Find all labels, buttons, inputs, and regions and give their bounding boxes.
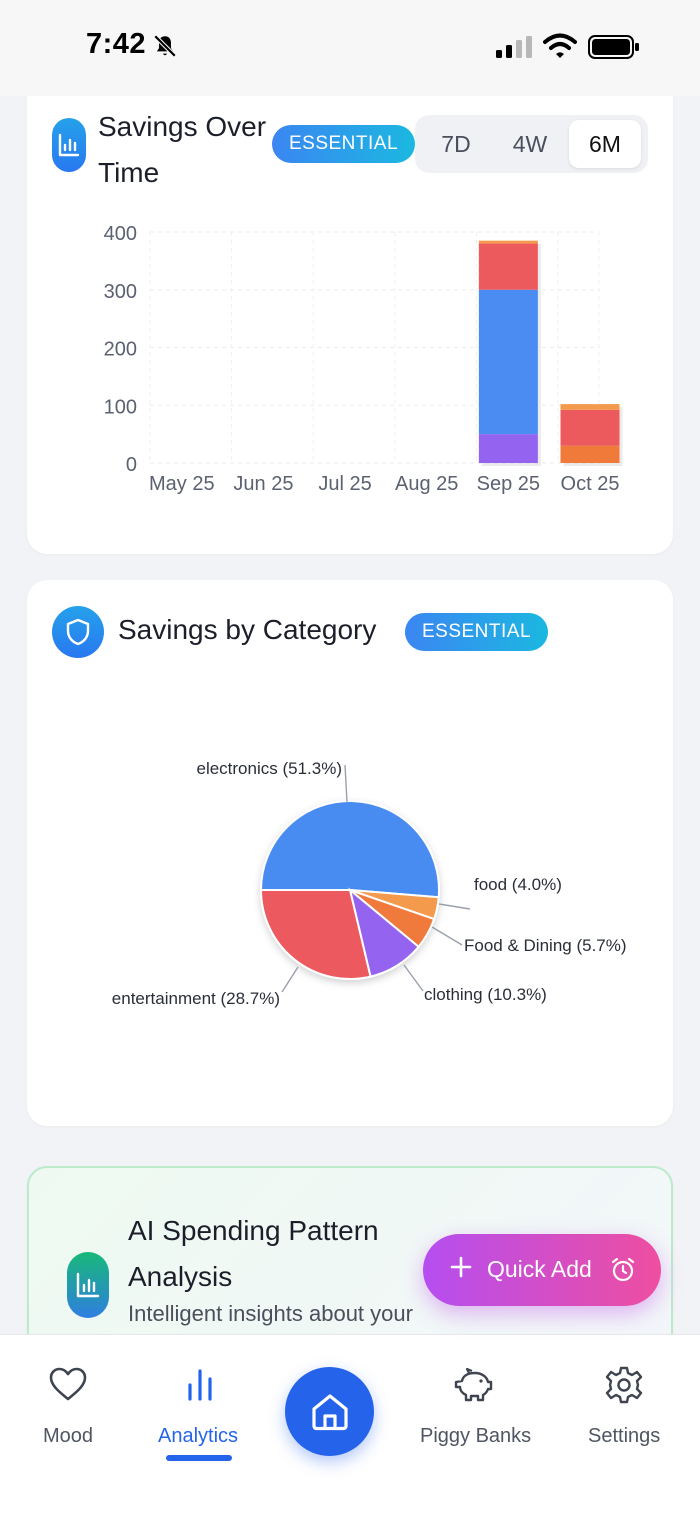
tab-settings[interactable]: Settings — [580, 1335, 670, 1465]
tab-mood[interactable]: Mood — [30, 1335, 106, 1465]
bar-segment[interactable] — [478, 243, 538, 290]
tab-piggy-banks-label: Piggy Banks — [420, 1425, 532, 1447]
pie-leader-line — [403, 964, 424, 992]
savings-by-category-title: Savings by Category — [118, 614, 377, 645]
home-icon — [311, 1393, 348, 1430]
y-tick-label: 100 — [104, 396, 137, 418]
tab-settings-label: Settings — [588, 1425, 661, 1447]
quick-add-label: Quick Add — [487, 1256, 592, 1282]
signal-icon — [496, 36, 532, 58]
active-tab-indicator — [166, 1455, 232, 1461]
range-6m-button[interactable]: 6M — [569, 120, 641, 168]
savings-bar-chart: 0 100 200 300 400 May 25 Jun 25 Jul 25 Aug 25 Sep… — [104, 223, 623, 495]
analytics-icon — [67, 1252, 109, 1318]
bar-segment[interactable] — [478, 434, 538, 463]
x-tick-label: May 25 — [149, 473, 215, 495]
bar-segment[interactable] — [560, 404, 620, 410]
pie-slice[interactable] — [259, 889, 372, 980]
quick-add-button[interactable]: Quick Add — [423, 1234, 661, 1306]
plus-icon — [450, 1256, 472, 1278]
savings-pie-chart: electronics (51.3%) food (4.0%) Food & Din… — [112, 759, 627, 1008]
piggy-bank-icon — [454, 1367, 493, 1402]
bar-segment[interactable] — [478, 240, 538, 244]
x-tick-label: Oct 25 — [561, 473, 620, 495]
y-tick-label: 200 — [104, 339, 137, 361]
bar-chart-icon — [52, 118, 86, 172]
status-bar: 7:42 — [0, 0, 700, 96]
pie-leader-line — [431, 926, 463, 946]
gear-icon — [605, 1366, 643, 1404]
pie-label: food (4.0%) — [474, 875, 562, 894]
essential-badge: ESSENTIAL — [405, 613, 548, 651]
x-tick-label: Jul 25 — [318, 473, 371, 495]
x-tick-label: Aug 25 — [395, 473, 458, 495]
pie-slice[interactable] — [259, 799, 440, 899]
tab-mood-label: Mood — [43, 1425, 94, 1447]
y-tick-label: 400 — [104, 223, 137, 245]
pie-leader-line — [438, 903, 471, 910]
battery-icon — [588, 35, 639, 59]
pie-label: clothing (10.3%) — [424, 985, 547, 1004]
pie-label: entertainment (28.7%) — [112, 989, 280, 1008]
pie-group — [259, 799, 440, 980]
savings-by-category-card: Savings by Category ESSENTIAL electronic… — [27, 580, 673, 1126]
shield-icon — [52, 606, 104, 658]
pie-label: electronics (51.3%) — [196, 759, 342, 778]
y-tick-label: 0 — [126, 454, 137, 476]
savings-over-time-card: Savings Over Time ESSENTIAL 7D 4W 6M 0 10… — [27, 70, 673, 554]
x-tick-label: Sep 25 — [477, 473, 540, 495]
y-tick-label: 300 — [104, 281, 137, 303]
bell-off-icon — [153, 34, 177, 58]
range-selector: 7D 4W 6M — [415, 115, 648, 173]
alarm-clock-icon — [611, 1257, 635, 1282]
bar-segment[interactable] — [478, 289, 538, 435]
tab-analytics-label: Analytics — [158, 1425, 239, 1447]
bar-segment[interactable] — [560, 445, 620, 463]
range-7d-button[interactable]: 7D — [441, 130, 471, 157]
home-button[interactable] — [285, 1367, 374, 1456]
status-time: 7:42 — [86, 28, 147, 60]
ai-analysis-subtitle: Intelligent insights about your — [128, 1301, 413, 1326]
ai-analysis-title: AI Spending Pattern Analysis — [128, 1215, 379, 1292]
essential-badge: ESSENTIAL — [272, 125, 415, 163]
pie-leader-line — [281, 966, 299, 993]
x-tick-label: Jun 25 — [233, 473, 293, 495]
savings-over-time-title: Savings Over Time — [98, 111, 267, 188]
wifi-icon — [543, 33, 577, 58]
pie-label: Food & Dining (5.7%) — [464, 936, 627, 955]
bar-chart-icon — [188, 1369, 212, 1401]
heart-icon — [49, 1367, 87, 1401]
bar-segment[interactable] — [560, 409, 620, 446]
range-4w-button[interactable]: 4W — [512, 130, 548, 157]
tab-analytics[interactable]: Analytics — [150, 1335, 250, 1465]
pie-leader-line — [344, 764, 348, 803]
tab-bar: Mood Analytics Piggy Banks Settings — [0, 1334, 700, 1517]
tab-piggy-banks[interactable]: Piggy Banks — [415, 1335, 535, 1465]
